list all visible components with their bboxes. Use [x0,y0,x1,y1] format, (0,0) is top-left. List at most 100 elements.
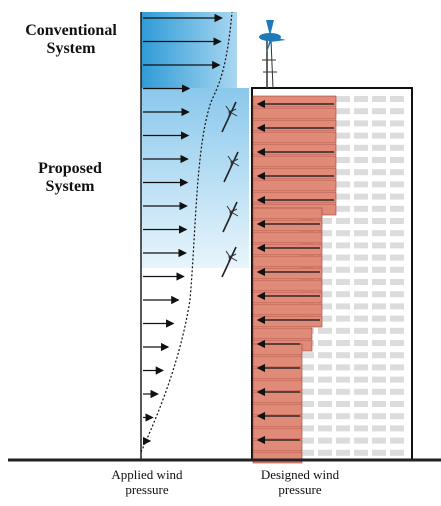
window [318,364,332,371]
designed-label-text: Designed wind pressure [260,467,340,497]
window [336,327,350,334]
window [318,437,332,444]
window [390,169,404,176]
window [372,242,386,249]
window [354,376,368,383]
applied-label: Applied wind pressure [92,467,202,498]
brick [252,267,323,280]
window [336,181,350,188]
window [372,425,386,432]
window [318,242,332,249]
applied-label-text: Applied wind pressure [111,467,183,497]
window [336,437,350,444]
window [336,303,350,310]
window [300,388,314,395]
window [336,291,350,298]
window [390,218,404,224]
window [318,413,332,420]
window [300,352,314,359]
window [372,254,386,261]
window [390,108,404,115]
window [318,279,332,285]
brick [252,327,313,340]
window [372,376,386,383]
window [318,425,332,432]
window [336,315,350,322]
window [354,327,368,334]
window [372,315,386,322]
window [354,144,368,151]
window [354,315,368,322]
window [354,242,368,249]
conventional-zone [141,12,237,88]
brick [252,379,303,392]
window [390,230,404,237]
window [318,291,332,298]
window [354,181,368,188]
brick [252,107,337,120]
wind-turbine-icon [259,20,286,89]
window [372,266,386,273]
brick [252,427,303,440]
window [390,193,404,200]
brick [252,355,303,368]
window [354,425,368,432]
window [372,437,386,444]
window [354,254,368,261]
window [390,364,404,371]
window [336,193,350,200]
brick [252,143,337,156]
window [336,413,350,420]
window [300,425,314,432]
conventional-label-text: Conventional System [25,22,117,58]
window [354,230,368,237]
window [372,413,386,420]
window [372,193,386,200]
window [390,181,404,188]
window [354,401,368,407]
designed-label: Designed wind pressure [244,467,356,498]
window [336,401,350,407]
window [354,364,368,371]
window [390,242,404,249]
window [390,144,404,151]
window [390,315,404,322]
window [390,425,404,432]
window [390,120,404,127]
wind-profile-curve [140,11,233,453]
window [372,108,386,115]
proposed-label-text: Proposed System [38,160,102,196]
window [336,279,350,285]
window [354,303,368,310]
window [336,169,350,176]
window [354,218,368,224]
window [354,291,368,298]
window [336,242,350,249]
facade-turbine [223,151,240,183]
window [372,449,386,456]
window [354,449,368,456]
brick [252,403,303,416]
brick [252,391,303,404]
window [336,388,350,395]
window [390,266,404,273]
window [354,413,368,420]
window [354,169,368,176]
window [372,303,386,310]
window [372,120,386,127]
brick [252,231,323,244]
window [336,364,350,371]
window [336,340,350,346]
window [336,205,350,212]
window [372,364,386,371]
facade-turbine [221,101,238,133]
brick [252,207,323,220]
window [300,376,314,383]
window [372,169,386,176]
window [318,401,332,407]
window [318,230,332,237]
proposed-zone [141,88,249,268]
window [336,449,350,456]
window [300,449,314,456]
window [390,413,404,420]
